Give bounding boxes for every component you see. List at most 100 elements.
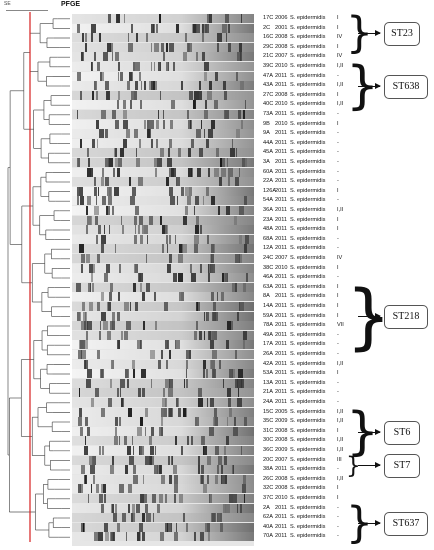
gel-band <box>87 148 89 158</box>
isolate-species: S. epidermidis <box>290 91 326 98</box>
gel-band <box>112 321 115 331</box>
gel-band <box>97 138 99 148</box>
gel-band <box>227 388 231 398</box>
gel-band <box>121 398 123 407</box>
gel-band <box>193 244 198 254</box>
isolate-year: 2005 <box>275 408 288 415</box>
sccmec-type: - <box>337 245 339 252</box>
gel-band <box>118 62 121 71</box>
gel-band <box>137 340 141 350</box>
gel-band <box>142 225 145 235</box>
gel-band <box>242 378 245 388</box>
gel-band <box>219 522 223 532</box>
gel-lane <box>72 292 254 302</box>
gel-band <box>195 321 199 331</box>
gel-band <box>215 148 219 158</box>
gel-band <box>174 436 177 446</box>
isolate-id: 15C <box>263 408 274 415</box>
gel-band <box>116 340 119 350</box>
gel-band <box>244 417 248 427</box>
gel-band <box>196 129 201 139</box>
gel-band <box>153 42 159 52</box>
gel-band <box>165 62 169 71</box>
gel-band <box>175 23 179 33</box>
isolate-year: 2010 <box>275 264 288 271</box>
gel-band <box>191 273 196 283</box>
gel-band <box>85 359 89 369</box>
gel-band <box>166 244 169 254</box>
gel-band <box>235 282 237 292</box>
isolate-id: 38A <box>263 466 273 473</box>
sccmec-type: - <box>337 466 339 473</box>
gel-band <box>102 321 108 331</box>
gel-band <box>193 532 197 542</box>
gel-band <box>174 234 177 244</box>
isolate-species: S. epidermidis <box>290 15 326 21</box>
gel-band <box>142 388 146 398</box>
gel-band <box>175 522 177 532</box>
gel-band <box>96 302 101 311</box>
gel-lane <box>72 129 254 139</box>
gel-band <box>182 215 187 225</box>
gel-band <box>80 254 85 263</box>
gel-band <box>127 33 129 43</box>
gel-band <box>161 417 163 427</box>
gel-band <box>143 225 148 235</box>
gel-band <box>202 369 205 379</box>
gel-band <box>162 110 165 119</box>
gel-band <box>109 378 112 388</box>
gel-lane <box>72 398 254 407</box>
gel-band <box>239 42 243 52</box>
gel-band <box>114 436 119 446</box>
gel-band <box>233 426 239 436</box>
gel-band <box>175 398 180 407</box>
gel-band <box>140 369 146 379</box>
gel-band <box>235 148 237 158</box>
isolate-id: 40C <box>263 101 274 108</box>
gel-band <box>240 81 245 91</box>
isolate-year: 2008 <box>275 427 288 434</box>
isolate-species: S. epidermidis <box>290 495 326 501</box>
sccmec-type: - <box>337 351 339 357</box>
gel-band <box>174 494 177 503</box>
gel-band <box>157 158 162 167</box>
gel-band <box>150 350 156 359</box>
gel-band <box>84 42 88 52</box>
gel-band <box>101 503 104 513</box>
gel-band <box>179 244 183 254</box>
gel-band <box>225 206 231 215</box>
gel-band <box>108 14 111 23</box>
gel-band <box>113 186 119 196</box>
gel-lane <box>72 350 254 359</box>
isolate-year: 2009 <box>275 418 288 425</box>
gel-band <box>151 81 155 91</box>
gel-band <box>217 42 219 52</box>
gel-band <box>217 206 220 215</box>
isolate-year: 2011 <box>275 226 288 233</box>
gel-band <box>112 503 114 513</box>
gel-band <box>174 340 176 350</box>
isolate-species: S. epidermidis <box>290 523 326 530</box>
gel-band <box>123 14 126 23</box>
gel-band <box>207 234 210 244</box>
gel-band <box>244 234 250 244</box>
gel-band <box>94 388 100 398</box>
sccmec-type: I <box>337 187 339 194</box>
gel-band <box>168 186 174 196</box>
isolate-species: S. epidermidis <box>290 351 326 357</box>
gel-band <box>111 311 115 321</box>
gel-band <box>84 33 87 43</box>
sccmec-type: I <box>337 120 339 127</box>
gel-lane <box>72 321 254 331</box>
isolate-species: S. epidermidis <box>290 447 326 453</box>
gel-band <box>93 186 97 196</box>
gel-band <box>153 513 155 523</box>
gel-band <box>150 378 153 388</box>
isolate-species: S. epidermidis <box>290 53 326 60</box>
gel-lane <box>72 494 254 503</box>
isolate-id: 54A <box>263 197 273 204</box>
gel-lane <box>72 206 254 215</box>
gel-band <box>241 378 243 388</box>
isolate-species: S. epidermidis <box>290 235 326 242</box>
gel-band <box>186 359 188 369</box>
